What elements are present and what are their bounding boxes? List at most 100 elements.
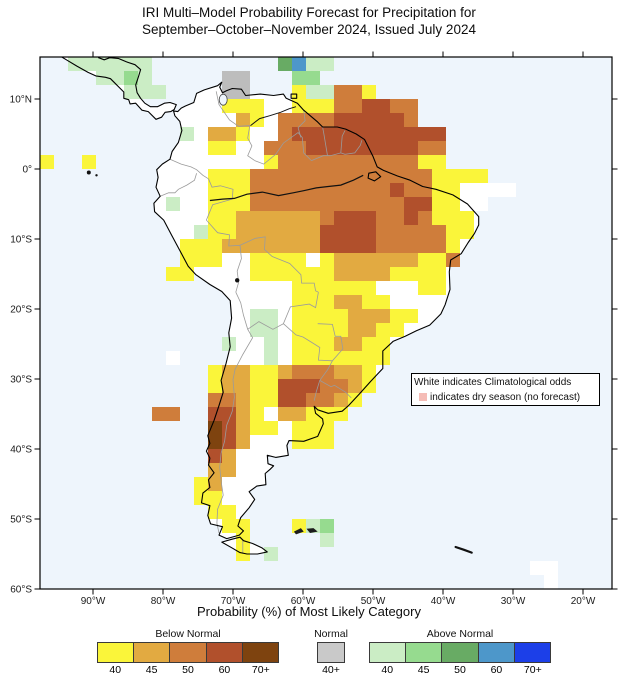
forecast-cell bbox=[292, 57, 306, 71]
forecast-cell bbox=[404, 113, 418, 127]
legend-value-label: 50 bbox=[182, 664, 194, 676]
forecast-cell bbox=[404, 155, 418, 169]
forecast-cell bbox=[236, 71, 250, 85]
forecast-cell bbox=[404, 127, 418, 141]
forecast-cell bbox=[306, 127, 320, 141]
forecast-cell bbox=[278, 253, 292, 267]
forecast-cell bbox=[334, 295, 348, 309]
forecast-cell bbox=[292, 519, 306, 533]
forecast-cell bbox=[432, 267, 446, 281]
forecast-cell bbox=[292, 421, 306, 435]
forecast-cell bbox=[348, 309, 362, 323]
forecast-cell bbox=[432, 141, 446, 155]
forecast-cell bbox=[334, 365, 348, 379]
forecast-cell bbox=[208, 421, 222, 435]
forecast-cell bbox=[250, 239, 264, 253]
forecast-cell bbox=[306, 267, 320, 281]
forecast-cell bbox=[236, 407, 250, 421]
forecast-cell bbox=[236, 169, 250, 183]
forecast-cell bbox=[264, 155, 278, 169]
forecast-cell bbox=[404, 267, 418, 281]
forecast-cell bbox=[404, 197, 418, 211]
forecast-cell bbox=[362, 379, 376, 393]
forecast-cell bbox=[264, 253, 278, 267]
legend-swatch-40 bbox=[98, 643, 134, 662]
forecast-cell bbox=[320, 337, 334, 351]
forecast-cell bbox=[376, 169, 390, 183]
forecast-cell bbox=[320, 435, 334, 449]
forecast-cell bbox=[320, 99, 334, 113]
forecast-cell bbox=[250, 421, 264, 435]
forecast-cell bbox=[320, 351, 334, 365]
forecast-cell bbox=[320, 225, 334, 239]
amazon-river bbox=[209, 174, 364, 202]
forecast-cell bbox=[348, 281, 362, 295]
legend-group-above-normal: Above Normal 40 45 50 60 70+ bbox=[369, 628, 551, 676]
forecast-cell bbox=[320, 85, 334, 99]
forecast-grid bbox=[40, 57, 558, 589]
forecast-cell bbox=[474, 197, 488, 211]
title-line-2: September–October–November 2024, Issued … bbox=[142, 22, 476, 37]
forecast-cell bbox=[348, 155, 362, 169]
forecast-cell bbox=[376, 127, 390, 141]
forecast-cell bbox=[306, 337, 320, 351]
forecast-cell bbox=[404, 239, 418, 253]
forecast-cell bbox=[418, 155, 432, 169]
forecast-cell bbox=[348, 267, 362, 281]
falkland-islands bbox=[306, 528, 318, 533]
dry-season-swatch bbox=[419, 393, 427, 401]
forecast-cell bbox=[222, 421, 236, 435]
forecast-cell bbox=[390, 127, 404, 141]
lon-axis-label: 50°W bbox=[361, 596, 386, 607]
forecast-cell bbox=[362, 239, 376, 253]
legend-bar bbox=[369, 642, 551, 663]
forecast-cell bbox=[334, 127, 348, 141]
forecast-cell bbox=[320, 281, 334, 295]
forecast-cell bbox=[250, 323, 264, 337]
forecast-cell bbox=[320, 421, 334, 435]
country-border bbox=[340, 130, 346, 153]
country-border bbox=[205, 178, 241, 247]
forecast-cell bbox=[250, 393, 264, 407]
forecast-cell bbox=[376, 141, 390, 155]
forecast-cell bbox=[278, 197, 292, 211]
forecast-cell bbox=[278, 225, 292, 239]
lon-axis-label: 80°W bbox=[151, 596, 176, 607]
forecast-cell bbox=[96, 57, 110, 71]
forecast-cell bbox=[334, 323, 348, 337]
forecast-cell bbox=[236, 211, 250, 225]
forecast-cell bbox=[376, 197, 390, 211]
forecast-cell bbox=[208, 477, 222, 491]
forecast-cell bbox=[82, 57, 96, 71]
legend-group-normal: Normal 40+ bbox=[302, 628, 360, 676]
forecast-cell bbox=[348, 393, 362, 407]
legend-group-name: Above Normal bbox=[426, 628, 494, 640]
forecast-cell bbox=[278, 393, 292, 407]
forecast-cell bbox=[362, 253, 376, 267]
forecast-cell bbox=[348, 365, 362, 379]
forecast-cell bbox=[264, 393, 278, 407]
legend-swatch-60 bbox=[478, 643, 514, 662]
forecast-cell bbox=[222, 183, 236, 197]
forecast-cell bbox=[376, 309, 390, 323]
forecast-cell bbox=[390, 253, 404, 267]
forecast-cell bbox=[292, 155, 306, 169]
forecast-cell bbox=[292, 183, 306, 197]
legend-swatch-70+ bbox=[514, 643, 551, 662]
forecast-cell bbox=[292, 295, 306, 309]
forecast-cell bbox=[306, 379, 320, 393]
forecast-cell bbox=[306, 295, 320, 309]
forecast-cell bbox=[348, 99, 362, 113]
forecast-cell bbox=[292, 337, 306, 351]
forecast-cell bbox=[320, 211, 334, 225]
forecast-cell bbox=[376, 239, 390, 253]
forecast-cell bbox=[292, 239, 306, 253]
forecast-cell bbox=[306, 421, 320, 435]
legend-group-below-normal: Below Normal 40 45 50 60 70+ bbox=[97, 628, 279, 676]
forecast-cell bbox=[292, 211, 306, 225]
forecast-cell bbox=[124, 57, 138, 71]
forecast-cell bbox=[208, 183, 222, 197]
landmass bbox=[61, 57, 177, 120]
forecast-cell bbox=[390, 155, 404, 169]
forecast-cell bbox=[208, 141, 222, 155]
